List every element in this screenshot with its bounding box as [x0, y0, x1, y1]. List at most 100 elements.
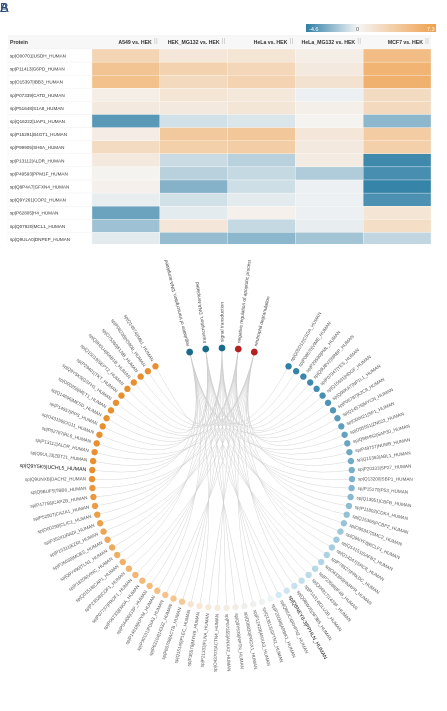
protein-node[interactable] [292, 368, 300, 375]
protein-node[interactable] [88, 475, 96, 483]
protein-node[interactable] [250, 600, 257, 608]
protein-node[interactable] [345, 502, 353, 510]
protein-node[interactable] [258, 598, 266, 605]
protein-node[interactable] [337, 528, 344, 535]
go-term-label[interactable]: negative regulation of apoptotic process [236, 260, 253, 343]
protein-node[interactable] [341, 431, 348, 438]
protein-node[interactable] [91, 448, 98, 456]
protein-node[interactable] [118, 392, 125, 399]
protein-node[interactable] [146, 582, 153, 590]
protein-node[interactable] [313, 385, 320, 393]
protein-node[interactable] [139, 577, 146, 584]
protein-node[interactable] [91, 502, 99, 510]
protein-node[interactable] [99, 423, 106, 430]
protein-node[interactable] [114, 551, 121, 559]
protein-node[interactable] [343, 511, 350, 518]
protein-node[interactable] [152, 363, 159, 370]
protein-node[interactable] [338, 423, 345, 430]
protein-node[interactable] [107, 407, 115, 414]
protein-label[interactable]: sp|Q15363|ABL1_HUMAN [356, 450, 410, 462]
protein-node[interactable] [100, 528, 107, 535]
protein-node[interactable] [93, 440, 100, 447]
protein-node[interactable] [347, 457, 355, 465]
protein-node[interactable] [178, 598, 186, 605]
protein-node[interactable] [125, 565, 133, 572]
protein-node[interactable] [241, 602, 248, 610]
protein-node[interactable] [328, 544, 336, 551]
protein-node[interactable] [96, 520, 104, 527]
protein-node[interactable] [124, 385, 131, 393]
protein-node[interactable] [223, 604, 230, 612]
protein-node[interactable] [285, 363, 292, 370]
protein-label[interactable]: sp|P15170|P53_HUMAN [357, 486, 408, 495]
go-term-label[interactable]: signal transduction [219, 302, 225, 342]
protein-node[interactable] [103, 415, 110, 422]
protein-node[interactable] [137, 373, 144, 380]
protein-node[interactable] [348, 466, 355, 474]
go-term-node[interactable] [234, 345, 242, 353]
go-term-node[interactable] [202, 345, 210, 353]
protein-node[interactable] [170, 595, 177, 602]
protein-node[interactable] [132, 571, 139, 579]
protein-node[interactable] [305, 571, 312, 579]
protein-node[interactable] [144, 368, 152, 375]
protein-node[interactable] [307, 379, 314, 386]
protein-node[interactable] [214, 604, 221, 612]
column-menu-icon[interactable] [154, 38, 158, 44]
protein-node[interactable] [298, 577, 305, 584]
go-term-node[interactable] [250, 348, 258, 356]
protein-node[interactable] [267, 595, 274, 602]
protein-node[interactable] [89, 466, 96, 474]
protein-label[interactable]: sp|Q9Y639|NPTN_HUMAN [234, 613, 245, 669]
protein-node[interactable] [291, 582, 298, 590]
protein-node[interactable] [329, 407, 337, 414]
protein-node[interactable] [323, 551, 330, 559]
protein-node[interactable] [119, 558, 126, 566]
protein-node[interactable] [311, 565, 319, 572]
protein-node[interactable] [89, 457, 97, 465]
protein-node[interactable] [130, 379, 137, 386]
column-menu-icon[interactable] [222, 38, 226, 44]
protein-node[interactable] [324, 399, 332, 407]
protein-node[interactable] [333, 536, 340, 543]
protein-label[interactable]: sp|Q9UNXB|DACH2_HUMAN [25, 476, 86, 482]
protein-label[interactable]: sp|P07355|ANXA2_HUMAN [225, 614, 232, 672]
protein-node[interactable] [300, 373, 307, 380]
protein-node[interactable] [96, 431, 103, 438]
protein-node[interactable] [340, 520, 348, 527]
column-menu-icon[interactable] [425, 38, 429, 44]
protein-label[interactable]: sp|Q9Y5K5|UCHL5_HUMAN [19, 463, 86, 473]
protein-node[interactable] [89, 484, 96, 492]
go-term-label[interactable]: neutrophil degranulation [253, 295, 272, 347]
protein-node[interactable] [348, 475, 356, 483]
protein-node[interactable] [347, 493, 354, 501]
protein-node[interactable] [90, 493, 97, 501]
protein-node[interactable] [318, 558, 325, 566]
protein-label[interactable]: sp|Q13200|SBP1_HUMAN [358, 476, 413, 481]
protein-label[interactable]: sp|P21333|FLNA_HUMAN [199, 613, 210, 667]
protein-node[interactable] [346, 448, 353, 456]
protein-node[interactable] [108, 544, 116, 551]
column-menu-icon[interactable] [357, 38, 361, 44]
go-term-label[interactable]: transcription, DNA-templated [194, 281, 208, 343]
protein-node[interactable] [205, 604, 212, 611]
protein-node[interactable] [344, 440, 351, 447]
protein-node[interactable] [348, 484, 355, 492]
protein-node[interactable] [154, 587, 161, 594]
protein-node[interactable] [162, 591, 169, 599]
protein-node[interactable] [275, 591, 282, 599]
protein-label[interactable]: sp|Q9ULJ3|ZBT21_HUMAN [30, 450, 87, 462]
protein-label[interactable]: sp|P20333|SP27_HUMAN [358, 464, 412, 472]
column-menu-icon[interactable] [289, 38, 293, 44]
protein-node[interactable] [319, 392, 326, 399]
protein-node[interactable] [196, 602, 203, 610]
go-term-label[interactable]: regulation of transcription, DNA-templat… [163, 260, 191, 347]
protein-node[interactable] [232, 604, 239, 611]
protein-node[interactable] [94, 511, 101, 518]
protein-node[interactable] [112, 399, 120, 407]
protein-label[interactable]: sp|O43707|ACTN4_HUMAN [212, 614, 219, 672]
protein-label[interactable]: sp|Q9BUF5|TBB6_HUMAN [30, 486, 86, 495]
go-term-node[interactable] [186, 348, 194, 356]
protein-node[interactable] [187, 600, 194, 608]
protein-node[interactable] [104, 536, 111, 543]
